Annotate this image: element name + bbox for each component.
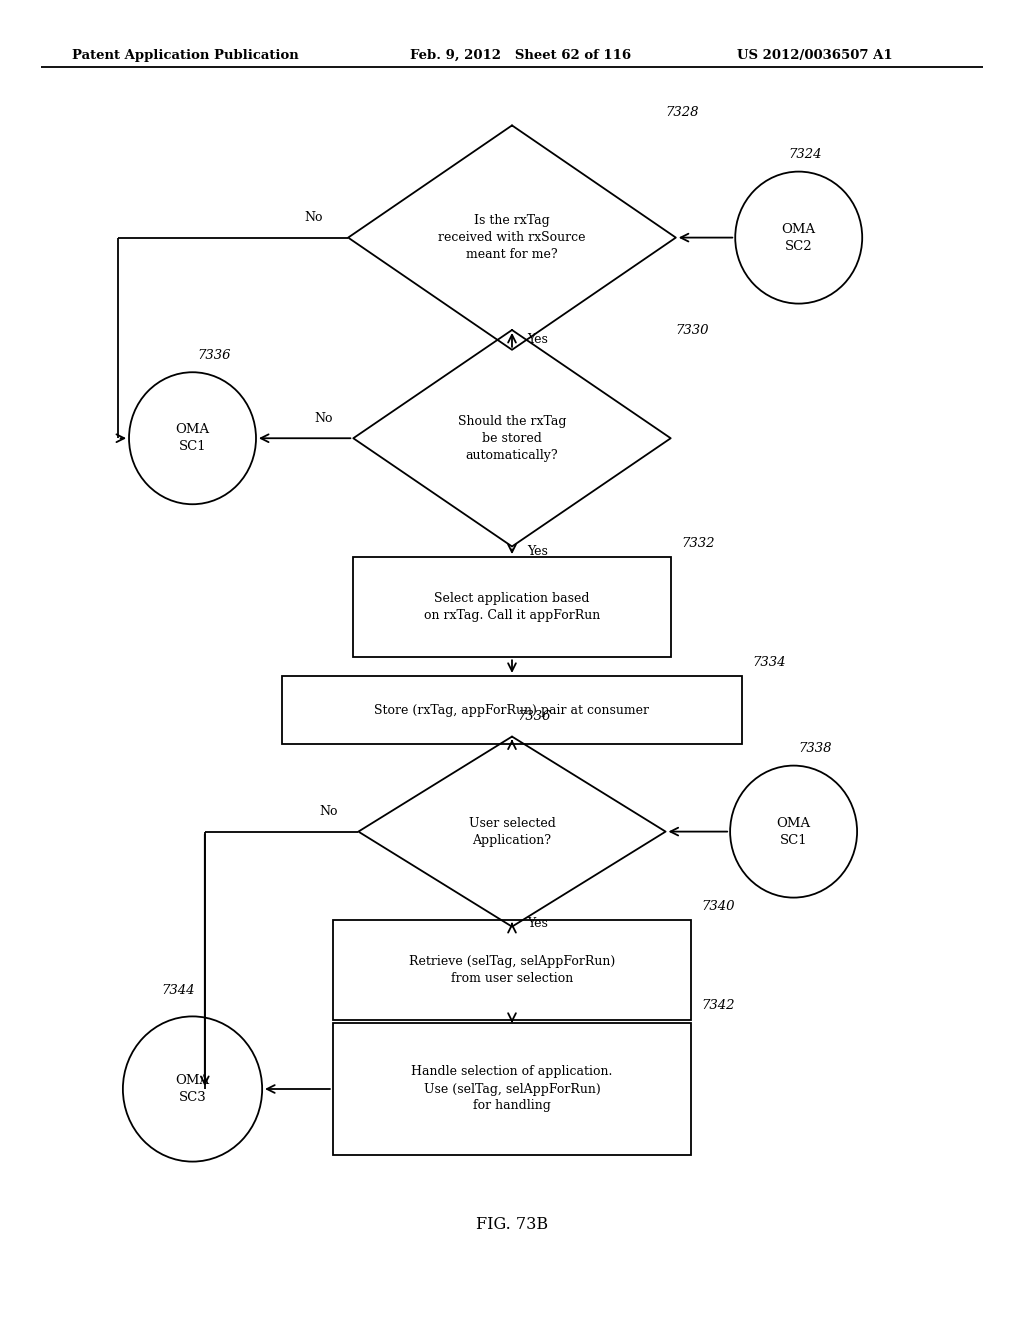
Text: FIG. 73B: FIG. 73B <box>476 1217 548 1233</box>
Text: 7342: 7342 <box>701 999 735 1012</box>
Text: Handle selection of application.
Use (selTag, selAppForRun)
for handling: Handle selection of application. Use (se… <box>412 1065 612 1113</box>
Text: Yes: Yes <box>527 334 548 346</box>
Text: Patent Application Publication: Patent Application Publication <box>72 49 298 62</box>
Text: 7336: 7336 <box>198 348 231 362</box>
Bar <box>333 1023 691 1155</box>
Text: 7330: 7330 <box>676 323 710 337</box>
Text: No: No <box>319 805 338 818</box>
Text: US 2012/0036507 A1: US 2012/0036507 A1 <box>737 49 893 62</box>
Text: Feb. 9, 2012   Sheet 62 of 116: Feb. 9, 2012 Sheet 62 of 116 <box>410 49 631 62</box>
Text: No: No <box>304 211 323 224</box>
Text: 7324: 7324 <box>788 148 822 161</box>
Text: 7332: 7332 <box>681 537 715 550</box>
Text: 7338: 7338 <box>799 742 833 755</box>
Text: OMA
SC3: OMA SC3 <box>175 1074 210 1104</box>
Text: Select application based
on rxTag. Call it appForRun: Select application based on rxTag. Call … <box>424 593 600 622</box>
Text: Yes: Yes <box>527 545 548 558</box>
Text: 7344: 7344 <box>162 983 196 997</box>
Text: 7336: 7336 <box>517 710 551 723</box>
Text: OMA
SC1: OMA SC1 <box>175 424 210 453</box>
Text: OMA
SC2: OMA SC2 <box>781 223 816 252</box>
Text: Is the rxTag
received with rxSource
meant for me?: Is the rxTag received with rxSource mean… <box>438 214 586 261</box>
Text: No: No <box>314 412 333 425</box>
Text: OMA
SC1: OMA SC1 <box>776 817 811 846</box>
Bar <box>353 557 671 657</box>
Bar <box>282 676 742 744</box>
Text: 7328: 7328 <box>666 106 699 119</box>
Text: Yes: Yes <box>527 917 548 929</box>
Text: 7334: 7334 <box>753 656 786 669</box>
Text: 7340: 7340 <box>701 900 735 913</box>
Bar <box>333 920 691 1020</box>
Text: User selected
Application?: User selected Application? <box>469 817 555 846</box>
Text: Store (rxTag, appForRun) pair at consumer: Store (rxTag, appForRun) pair at consume… <box>375 704 649 717</box>
Text: Retrieve (selTag, selAppForRun)
from user selection: Retrieve (selTag, selAppForRun) from use… <box>409 956 615 985</box>
Text: Should the rxTag
be stored
automatically?: Should the rxTag be stored automatically… <box>458 414 566 462</box>
